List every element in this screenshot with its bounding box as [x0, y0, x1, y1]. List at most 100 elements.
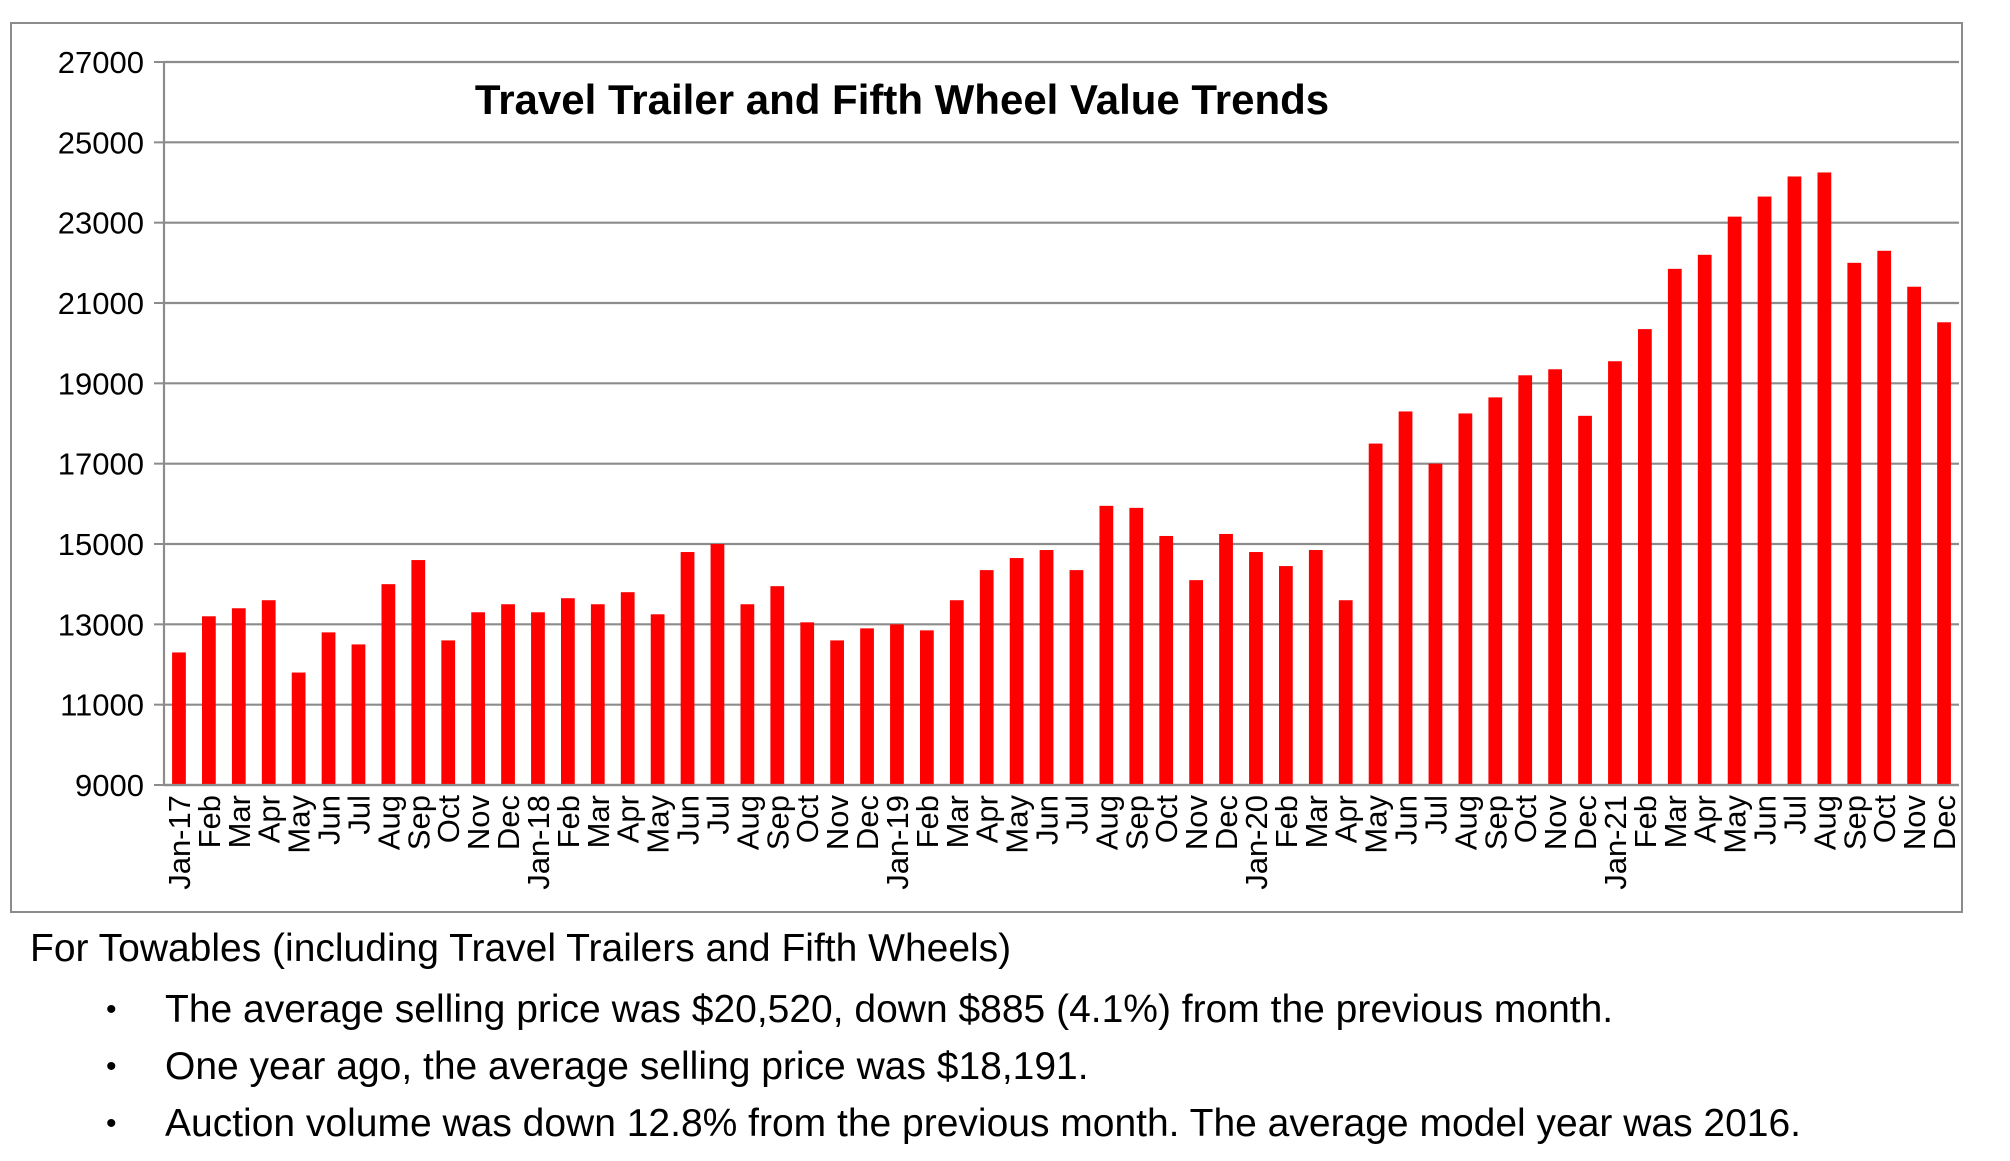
x-tick-label: Jan-17: [162, 795, 197, 890]
bar: [1637, 329, 1652, 785]
x-tick-label: Apr: [1688, 795, 1723, 843]
x-tick-label: Mar: [581, 795, 616, 848]
x-tick-label: Oct: [1867, 795, 1902, 844]
x-tick-label: Apr: [970, 795, 1005, 843]
chart-frame: 9000 11000 13000 15000 17000 19000 21000 23000 2…: [10, 22, 1963, 913]
note-text: The average selling price was $20,520, d…: [165, 988, 1614, 1031]
bar-chart: 9000 11000 13000 15000 17000 19000 21000 23000 2…: [58, 45, 1962, 890]
x-tick-label: Mar: [1299, 795, 1334, 848]
x-tick-label: May: [641, 795, 676, 854]
notes-list: • The average selling price was $20,520,…: [30, 981, 1990, 1152]
x-tick-label: Dec: [491, 795, 526, 850]
x-tick-label: Oct: [431, 795, 466, 844]
bullet-icon: •: [106, 1050, 117, 1083]
bar: [1398, 411, 1413, 785]
bar: [501, 604, 515, 785]
x-tick-label: Nov: [461, 795, 496, 851]
x-tick-label: Jul: [1777, 795, 1812, 835]
x-tick-label: Oct: [1149, 795, 1184, 844]
bar: [1877, 250, 1892, 786]
x-tick-label: Jul: [1059, 795, 1094, 835]
bar: [1129, 507, 1144, 785]
bar: [1518, 375, 1533, 785]
axes: [162, 62, 1959, 787]
bar: [1757, 196, 1772, 785]
x-tick-label: Feb: [192, 795, 227, 848]
x-tick-label: Jun: [1389, 795, 1424, 845]
note-item-price: • The average selling price was $20,520,…: [30, 981, 1990, 1038]
x-tick-label: Feb: [551, 795, 586, 848]
chart-title: Travel Trailer and Fifth Wheel Value Tre…: [475, 76, 1329, 123]
x-tick-label: Jul: [1418, 795, 1453, 835]
bar: [351, 644, 366, 785]
summary-notes: For Towables (including Travel Trailers …: [30, 925, 1990, 1152]
y-tick-label: 11000: [60, 688, 144, 723]
y-tick-label: 9000: [75, 768, 144, 803]
bar: [1039, 550, 1054, 785]
bar: [1368, 443, 1383, 785]
y-axis-ticks: 9000 11000 13000 15000 17000 19000 21000 23000 2…: [58, 45, 164, 803]
x-tick-label: Sep: [760, 795, 795, 850]
bar: [860, 628, 874, 785]
bar: [201, 616, 216, 785]
bar: [1159, 535, 1174, 785]
bar: [411, 560, 426, 785]
x-tick-label: Jun: [671, 795, 706, 845]
bar: [1787, 176, 1802, 786]
x-tick-label: Dec: [850, 795, 885, 850]
bar: [830, 640, 845, 785]
x-tick-label: Mar: [222, 795, 257, 848]
bar: [1428, 463, 1443, 785]
x-axis-ticks: Jan-17FebMarAprMayJunJulAugSepOctNovDecJ…: [162, 795, 1962, 890]
x-tick-label: Apr: [1329, 795, 1364, 843]
bar: [231, 608, 246, 785]
y-tick-label: 15000: [58, 527, 144, 562]
bar: [800, 622, 815, 785]
x-tick-label: Mar: [940, 795, 975, 848]
x-tick-label: Aug: [1089, 795, 1124, 850]
note-item-auction: • Auction volume was down 12.8% from the…: [30, 1095, 1990, 1152]
x-tick-label: Nov: [820, 795, 855, 851]
x-tick-label: Nov: [1897, 795, 1932, 851]
bullet-icon: •: [106, 1107, 117, 1140]
x-tick-label: Feb: [1269, 795, 1304, 848]
bar: [1847, 262, 1862, 785]
x-tick-label: Jan-19: [880, 795, 915, 890]
bar: [949, 600, 964, 785]
bar: [770, 586, 785, 785]
x-tick-label: Mar: [1658, 795, 1693, 848]
y-tick-label: 13000: [58, 607, 144, 642]
x-tick-label: May: [282, 795, 317, 854]
bar: [1219, 533, 1233, 785]
bar: [710, 544, 725, 785]
x-tick-label: Jul: [341, 795, 376, 835]
x-tick-label: Jul: [700, 795, 735, 835]
x-tick-label: Nov: [1538, 795, 1573, 851]
bar: [1907, 286, 1922, 785]
x-tick-label: Apr: [252, 795, 287, 843]
bar: [680, 552, 695, 785]
bar: [1697, 254, 1712, 786]
bar: [1458, 413, 1473, 785]
bar: [1249, 552, 1263, 785]
bar: [441, 640, 456, 785]
bar: [979, 570, 994, 785]
bar: [471, 612, 486, 785]
y-tick-label: 27000: [58, 45, 144, 80]
x-tick-label: Feb: [910, 795, 945, 848]
x-tick-label: Jan-18: [521, 795, 556, 890]
bar: [890, 624, 904, 785]
bar: [1338, 600, 1353, 785]
bar: [531, 612, 545, 785]
x-tick-label: Apr: [611, 795, 646, 843]
x-tick-label: May: [1000, 795, 1035, 854]
bar: [919, 630, 934, 785]
bar: [650, 614, 665, 785]
bar: [1548, 369, 1563, 785]
bar: [1937, 322, 1951, 785]
x-tick-label: May: [1718, 795, 1753, 854]
bar: [590, 604, 605, 785]
y-tick-label: 19000: [58, 366, 144, 401]
bar: [291, 672, 306, 785]
x-tick-label: Dec: [1568, 795, 1603, 850]
